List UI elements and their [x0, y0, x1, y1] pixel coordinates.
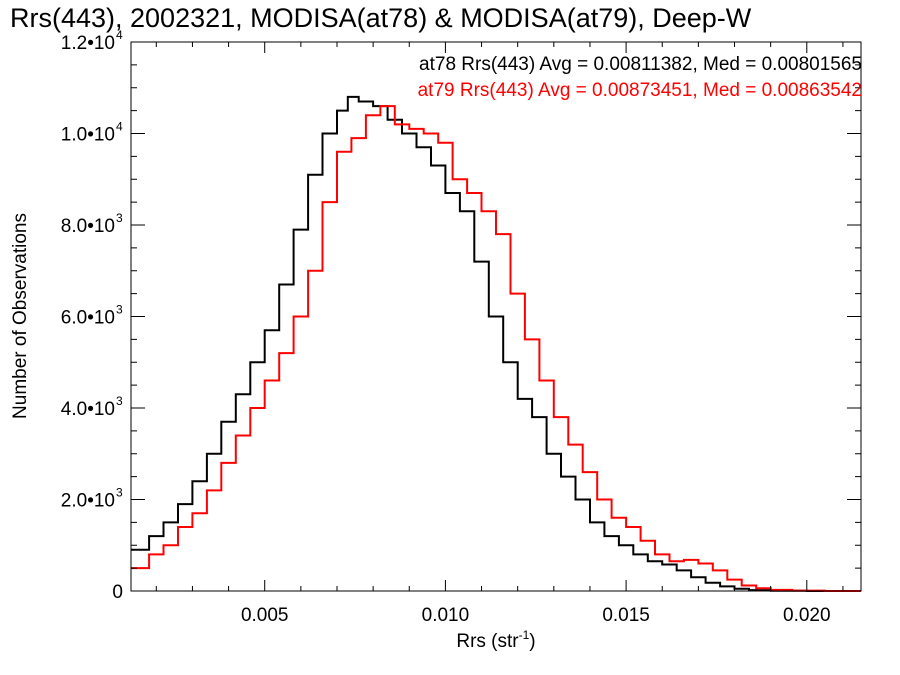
y-tick-label: 4.0•10	[61, 399, 115, 420]
series-at79-line	[131, 105, 861, 592]
y-tick-label: 1.0•10	[61, 125, 115, 146]
x-axis-label-end: )	[529, 631, 535, 652]
x-axis-label: Rrs (str-1)	[456, 628, 535, 652]
y-tick-label: 8.0•10	[61, 216, 115, 237]
chart-title: Rrs(443), 2002321, MODISA(at78) & MODISA…	[10, 3, 752, 33]
y-tick-label-exponent: 3	[116, 486, 123, 500]
x-tick-label: 0.020	[783, 605, 831, 626]
y-tick-label-exponent: 4	[116, 28, 123, 42]
series-at78-line	[131, 95, 861, 592]
x-axis: 0.005 0.010 0.015 0.020	[155, 42, 844, 626]
x-axis-label-text: Rrs (str	[456, 631, 519, 652]
y-tick-label-exponent: 3	[116, 211, 123, 225]
legend-at78: at78 Rrs(443) Avg = 0.00811382, Med = 0.…	[419, 54, 862, 75]
y-tick-label: 6.0•10	[61, 308, 115, 329]
series-layer	[131, 95, 861, 592]
x-tick-label: 0.015	[602, 605, 650, 626]
y-tick-label: 1.2•10	[61, 33, 115, 54]
legend-at79: at79 Rrs(443) Avg = 0.00873451, Med = 0.…	[418, 80, 862, 101]
x-tick-label: 0.005	[241, 605, 289, 626]
y-tick-label: 2.0•10	[61, 491, 115, 512]
y-tick-label-exponent: 3	[116, 303, 123, 317]
x-tick-label: 0.010	[422, 605, 470, 626]
y-tick-label-exponent: 4	[116, 120, 123, 134]
y-axis-label: Number of Observations	[10, 213, 31, 419]
y-tick-label-exponent: 3	[116, 394, 123, 408]
x-axis-label-exponent: -1	[519, 628, 530, 642]
y-axis: 02.0•10 34.0•10 36.0•10 38.0•10 31.0•10 41.2•…	[61, 28, 861, 603]
y-tick-label: 0	[112, 582, 123, 603]
